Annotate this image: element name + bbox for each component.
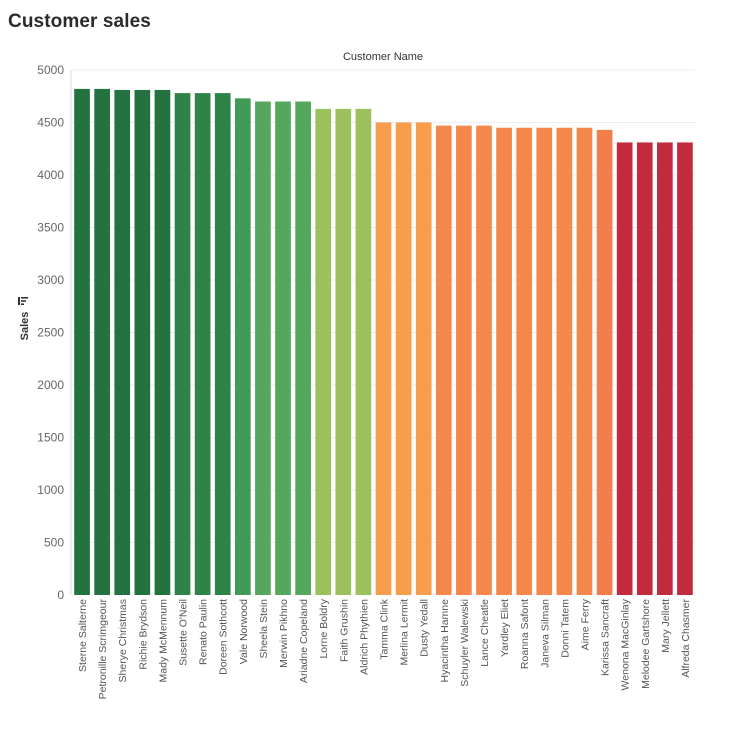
y-tick-label: 0: [57, 588, 64, 602]
x-tick-label: Lorne Boldry: [318, 598, 330, 658]
bar[interactable]: [536, 127, 553, 595]
bar[interactable]: [355, 108, 372, 595]
x-axis-title: Customer Name: [343, 51, 423, 63]
bars: [74, 88, 693, 596]
bar[interactable]: [154, 89, 171, 595]
y-tick-label: 4500: [37, 116, 64, 130]
x-tick-label: Susette O'Neil: [178, 599, 190, 666]
bar[interactable]: [616, 142, 633, 595]
bar[interactable]: [275, 101, 291, 596]
y-axis-title[interactable]: Sales: [19, 312, 31, 341]
x-tick-label: Richie Brydson: [137, 599, 149, 670]
bar[interactable]: [295, 101, 311, 596]
x-tick-label: Renato Paulin: [198, 599, 210, 665]
bar[interactable]: [174, 93, 191, 595]
x-tick-label: Vale Norwood: [238, 599, 250, 664]
chart-title: Customer sales: [8, 11, 151, 32]
x-tick-label: Aime Ferry: [579, 598, 591, 650]
bar[interactable]: [657, 142, 673, 595]
x-tick-label: Doreen Sothcott: [218, 599, 230, 675]
x-tick-label: Merwin Pikhno: [278, 599, 290, 668]
bar[interactable]: [214, 93, 231, 595]
x-tick-label: Hyacintha Hamne: [439, 599, 451, 683]
y-tick-label: 2500: [37, 326, 64, 340]
y-tick-label: 1500: [37, 431, 64, 445]
bar[interactable]: [94, 88, 110, 596]
bar[interactable]: [576, 127, 593, 595]
x-tick-label: Melodee Gartshore: [640, 599, 652, 689]
x-tick-label: Mary Jellett: [660, 599, 672, 653]
y-tick-label: 2000: [37, 378, 64, 392]
x-tick-label: Sterne Salterne: [77, 599, 89, 672]
x-tick-label: Sheela Stein: [258, 599, 270, 659]
x-tick-label: Yardley Eliet: [499, 599, 511, 657]
bar[interactable]: [415, 122, 432, 596]
x-tick-label: Wenona MacGinlay: [620, 598, 632, 690]
bar[interactable]: [556, 127, 573, 595]
x-tick-label: Merlina Lermit: [399, 599, 411, 666]
bar[interactable]: [677, 142, 693, 595]
bar[interactable]: [496, 127, 512, 595]
bar[interactable]: [194, 93, 211, 595]
y-tick-labels: 0 500 1000 1500 2000 2500 3000 3500 4000 4500 5000: [37, 63, 64, 602]
bar[interactable]: [335, 108, 352, 595]
y-tick-label: 3000: [37, 273, 64, 287]
bar[interactable]: [234, 98, 251, 595]
x-tick-label: Mady McMennum: [157, 599, 169, 683]
bar[interactable]: [375, 122, 392, 596]
y-tick-label: 3500: [37, 221, 64, 235]
y-tick-label: 5000: [37, 63, 64, 77]
x-tick-label: Alfreda Chasmer: [680, 598, 692, 677]
x-tick-label: Aldrich Phythien: [358, 599, 370, 675]
bar[interactable]: [516, 127, 533, 595]
bar[interactable]: [596, 129, 613, 595]
x-tick-label: Ariadne Copeland: [298, 599, 310, 683]
bar[interactable]: [476, 125, 492, 596]
x-tick-label: Janeva Silman: [539, 599, 551, 668]
x-tick-label: Schuyler Walewski: [459, 599, 471, 687]
x-tick-label: Lance Cheatle: [479, 599, 491, 667]
bar[interactable]: [114, 89, 131, 595]
x-tick-label: Petronille Scrimgeour: [97, 599, 109, 700]
x-tick-label: Karissa Sancraft: [600, 599, 612, 676]
y-tick-label: 500: [44, 536, 64, 550]
bar[interactable]: [636, 142, 653, 595]
y-tick-label: 1000: [37, 483, 64, 497]
sort-descending-icon[interactable]: [18, 297, 28, 305]
x-tick-label: Donni Tatem: [559, 599, 571, 658]
bar[interactable]: [395, 122, 412, 596]
bar[interactable]: [435, 125, 452, 596]
y-tick-label: 4000: [37, 168, 64, 182]
bar[interactable]: [74, 88, 90, 596]
bar[interactable]: [255, 101, 271, 596]
x-tick-labels: Sterne Salterne Petronille Scrimgeour Sher…: [77, 598, 692, 699]
x-tick-label: Tamma Clink: [379, 598, 391, 659]
x-tick-label: Sherye Christmas: [117, 599, 129, 682]
bar[interactable]: [134, 89, 151, 595]
bar[interactable]: [315, 108, 332, 595]
x-tick-label: Dusty Yedall: [419, 599, 431, 657]
x-tick-label: Roanna Safont: [519, 599, 531, 669]
x-tick-label: Faith Grushin: [338, 599, 350, 662]
bar[interactable]: [456, 125, 472, 596]
